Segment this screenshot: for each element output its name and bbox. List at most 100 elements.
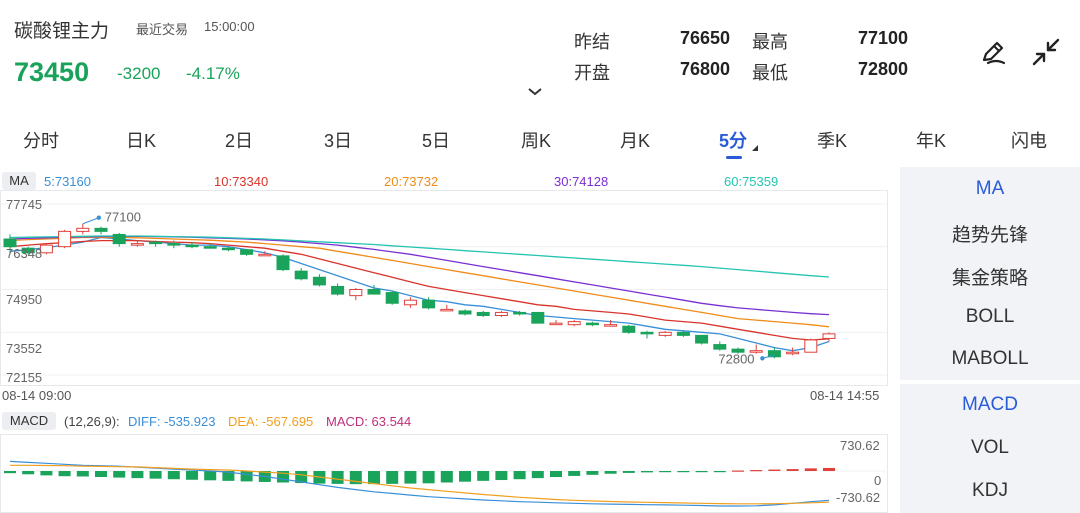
- macd-hist-bar: [641, 471, 653, 473]
- candle-up: [258, 253, 272, 257]
- max-pointer: [82, 217, 99, 225]
- y-tick-label: 73552: [6, 341, 43, 356]
- candle-down: [695, 334, 709, 344]
- indicator-ma[interactable]: MA: [975, 178, 1005, 199]
- low-label: 最低: [752, 63, 788, 83]
- tab-monthly-k[interactable]: 月K: [619, 131, 651, 151]
- candle-down: [312, 276, 326, 286]
- pen-icon[interactable]: [978, 38, 1008, 68]
- macd-hist-bar: [368, 471, 380, 485]
- max-dot: [96, 215, 102, 220]
- tab-flash[interactable]: 闪电: [1011, 131, 1047, 151]
- ma60-line: [9, 235, 830, 278]
- tab-dropdown-corner-icon[interactable]: [752, 145, 758, 151]
- macd-hist-bar: [4, 471, 16, 474]
- candle-down: [294, 270, 308, 280]
- macd-params: (12,26,9):: [64, 414, 120, 429]
- candle-down: [676, 331, 690, 336]
- ma10-value: 10:73340: [214, 174, 269, 189]
- expand-chevron-icon[interactable]: [528, 88, 542, 99]
- macd-hist-bar: [22, 471, 35, 475]
- candle-up: [786, 351, 800, 355]
- min-dot: [760, 356, 765, 361]
- macd-hist-bar: [531, 471, 544, 479]
- high-label: 最高: [752, 32, 788, 52]
- y-tick-label: 77745: [6, 197, 43, 212]
- high-value: 77100: [858, 28, 909, 48]
- macd-hist-bar: [422, 471, 435, 484]
- ma20-line: [9, 236, 830, 328]
- macd-hist-bar: [204, 471, 217, 481]
- prev-settle-label: 昨结: [574, 32, 610, 52]
- tab-2day[interactable]: 2日: [224, 131, 254, 151]
- x-end-label: 08-14 14:55: [810, 388, 880, 403]
- macd-hist-bar: [240, 471, 253, 482]
- macd-hist-bar: [440, 471, 453, 483]
- indicator-boll[interactable]: BOLL: [965, 306, 1015, 327]
- macd-hist-bar: [550, 471, 562, 478]
- macd-hist-bar: [677, 471, 690, 473]
- candle-up: [494, 311, 508, 317]
- candle-down: [221, 247, 235, 251]
- kline-chart[interactable]: 77100 72800: [0, 190, 890, 386]
- open-value: 76800: [680, 59, 731, 79]
- candle-up: [130, 243, 144, 246]
- macd-hist-bar: [167, 471, 180, 480]
- macd-hist-bar: [495, 471, 508, 481]
- tab-intraday[interactable]: 分时: [23, 131, 59, 151]
- candle-down: [240, 249, 254, 255]
- macd-hist-bar: [695, 471, 708, 473]
- indicator-trend-pioneer[interactable]: 趋势先锋: [951, 225, 1028, 246]
- macd-hist-bar: [131, 471, 144, 479]
- macd-hist-bar: [568, 471, 581, 476]
- candle-down: [203, 246, 217, 249]
- macd-diff: DIFF: -535.923: [128, 414, 216, 429]
- indicator-vol[interactable]: VOL: [970, 437, 1010, 458]
- last-trade-time: 15:00:00: [204, 19, 255, 34]
- indicator-maboll[interactable]: MABOLL: [951, 348, 1029, 369]
- tab-quarterly-k[interactable]: 季K: [816, 131, 848, 151]
- tab-daily-k[interactable]: 日K: [125, 131, 157, 151]
- macd-chart[interactable]: [0, 434, 890, 513]
- macd-hist-bar: [386, 471, 399, 484]
- candle-down: [3, 238, 17, 248]
- macd-hist-bar: [186, 471, 198, 480]
- candle-up: [658, 331, 672, 336]
- tab-3day[interactable]: 3日: [323, 131, 353, 151]
- ma-badge[interactable]: MA: [2, 172, 36, 190]
- candle-up: [804, 339, 818, 353]
- candle-up: [604, 324, 618, 327]
- indicator-macd[interactable]: MACD: [962, 394, 1018, 415]
- candle-down: [21, 247, 35, 254]
- candle-up: [440, 308, 454, 312]
- tab-5day[interactable]: 5日: [421, 131, 451, 151]
- candle-down: [640, 331, 654, 335]
- candle-up: [567, 321, 581, 326]
- price-change: -3200: [117, 64, 161, 83]
- last-price: 73450: [14, 57, 90, 87]
- shrink-arrows-icon[interactable]: [1030, 36, 1062, 68]
- macd-dea: DEA: -567.695: [228, 414, 314, 429]
- macd-badge[interactable]: MACD: [2, 412, 56, 430]
- instrument-title: 碳酸锂主力: [14, 21, 110, 42]
- tab-5min[interactable]: 5分: [718, 131, 748, 151]
- tab-yearly-k[interactable]: 年K: [915, 131, 947, 151]
- macd-hist-bar: [76, 471, 89, 477]
- indicator-fund-strategy[interactable]: 集金策略: [951, 268, 1028, 289]
- prev-settle-value: 76650: [680, 28, 731, 48]
- macd-hist-bar: [604, 471, 617, 474]
- active-tab-indicator: [726, 156, 742, 159]
- macd-zero-label: 0: [874, 473, 882, 488]
- candle-up: [749, 350, 763, 353]
- macd-hist-bar: [95, 471, 107, 478]
- macd-hist-bar: [459, 471, 471, 482]
- macd-hist-bar: [768, 469, 781, 471]
- macd-hist-bar: [404, 471, 417, 484]
- candle-up: [549, 322, 563, 326]
- tab-weekly-k[interactable]: 周K: [520, 131, 552, 151]
- candle-down: [422, 299, 436, 309]
- indicator-kdj[interactable]: KDJ: [972, 480, 1008, 501]
- low-value: 72800: [858, 59, 909, 79]
- macd-hist-bar: [222, 471, 235, 481]
- macd-hist-bar: [750, 470, 763, 472]
